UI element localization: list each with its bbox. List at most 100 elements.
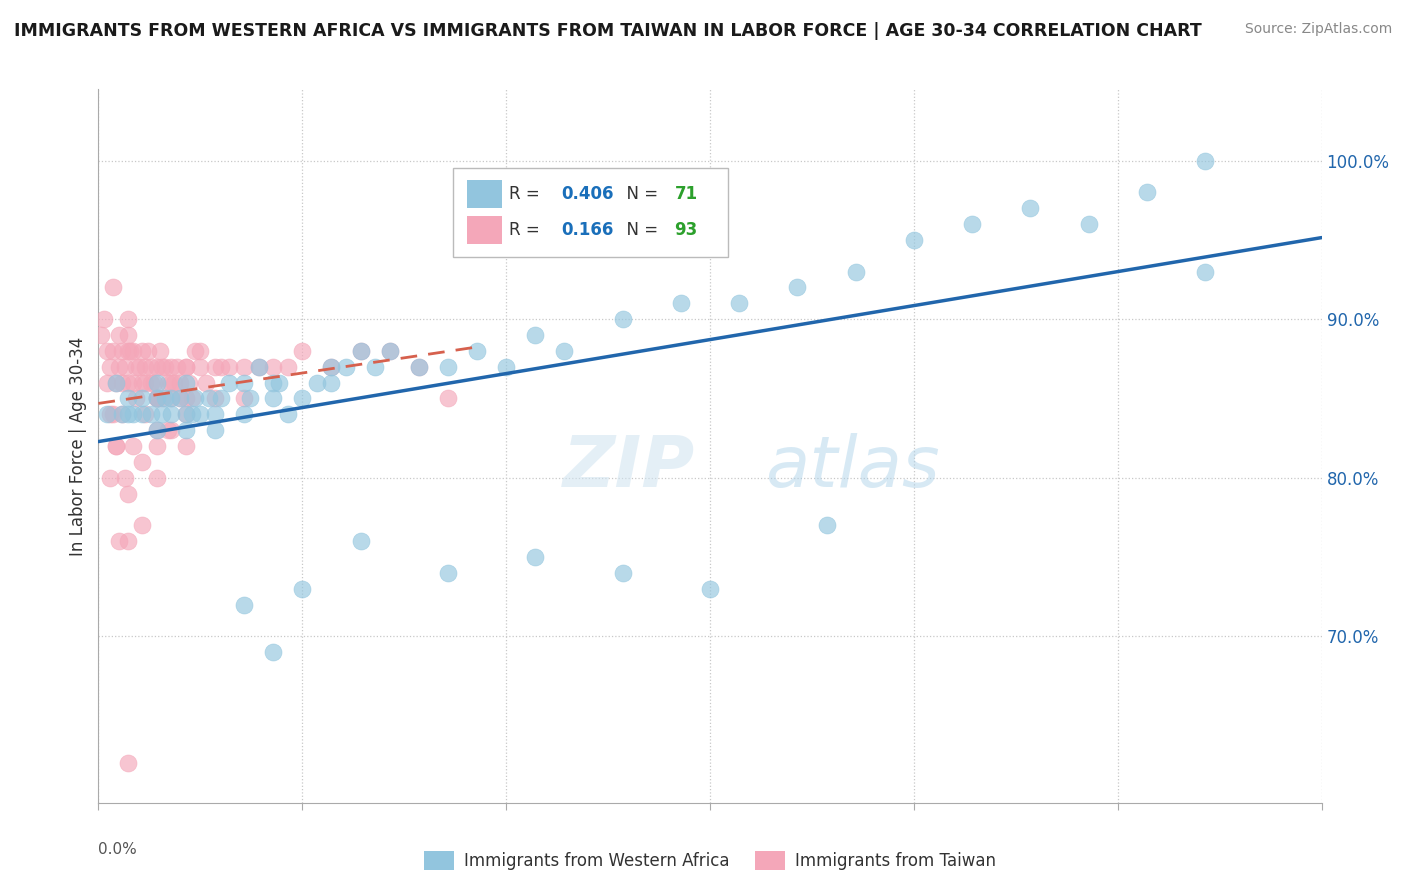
Text: Source: ZipAtlas.com: Source: ZipAtlas.com (1244, 22, 1392, 37)
Point (174, 392, 197, 406)
FancyBboxPatch shape (467, 216, 502, 244)
Point (1136, 186, 1159, 200)
Point (335, 359, 357, 374)
Point (145, 392, 167, 406)
Point (93, 312, 115, 326)
Point (155, 392, 177, 406)
Point (669, 296, 692, 310)
Text: 0.166: 0.166 (561, 221, 613, 239)
Point (134, 376, 156, 390)
Point (111, 343, 134, 358)
Point (1194, 153, 1216, 168)
Point (136, 343, 159, 358)
Point (1194, 264, 1216, 278)
Point (117, 534, 139, 549)
Text: atlas: atlas (765, 433, 939, 502)
Point (160, 359, 183, 374)
Point (157, 423, 180, 437)
Point (131, 455, 153, 469)
Point (160, 423, 183, 437)
Point (145, 376, 167, 390)
Point (111, 407, 134, 421)
Point (174, 439, 197, 453)
Point (120, 343, 142, 358)
Point (204, 423, 226, 437)
Point (98, 407, 121, 421)
Point (1019, 201, 1042, 215)
Point (524, 328, 547, 343)
Point (262, 376, 284, 390)
Point (277, 407, 299, 421)
Point (408, 359, 430, 374)
Point (183, 392, 205, 406)
Point (117, 756, 139, 771)
Point (96, 407, 118, 421)
Text: 71: 71 (675, 186, 697, 203)
Point (465, 343, 488, 358)
Point (117, 407, 139, 421)
Point (349, 534, 371, 549)
Point (131, 376, 153, 390)
Text: R =: R = (509, 186, 546, 203)
Point (101, 407, 124, 421)
Point (152, 359, 174, 374)
Point (247, 359, 270, 374)
Point (291, 392, 314, 406)
Text: N =: N = (616, 221, 664, 239)
Point (349, 343, 371, 358)
Point (104, 439, 127, 453)
Point (209, 359, 232, 374)
Point (111, 407, 134, 421)
Point (239, 392, 262, 406)
Point (163, 376, 186, 390)
Point (174, 359, 197, 374)
Point (174, 423, 197, 437)
Point (291, 582, 314, 596)
Point (90, 328, 112, 343)
Point (169, 392, 191, 406)
Point (96, 376, 118, 390)
Point (177, 376, 200, 390)
Point (174, 359, 197, 374)
FancyBboxPatch shape (453, 168, 728, 257)
Point (188, 343, 212, 358)
Point (152, 392, 174, 406)
Point (122, 376, 145, 390)
Point (125, 359, 148, 374)
Point (122, 407, 145, 421)
Point (98, 471, 121, 485)
Point (125, 392, 148, 406)
Point (131, 343, 153, 358)
Point (188, 359, 212, 374)
Point (131, 392, 153, 406)
Point (198, 392, 221, 406)
Point (104, 376, 127, 390)
Point (145, 471, 167, 485)
Point (233, 392, 256, 406)
Point (524, 549, 547, 564)
Point (180, 392, 202, 406)
Legend: Immigrants from Western Africa, Immigrants from Taiwan: Immigrants from Western Africa, Immigran… (418, 844, 1002, 877)
Text: ZIP: ZIP (564, 433, 696, 502)
Point (160, 392, 183, 406)
Point (131, 518, 153, 533)
Point (204, 407, 226, 421)
Point (128, 359, 150, 374)
Point (233, 376, 256, 390)
Point (108, 328, 131, 343)
Point (195, 376, 218, 390)
Point (218, 376, 240, 390)
Point (321, 359, 343, 374)
Point (408, 359, 430, 374)
Point (145, 359, 167, 374)
Point (169, 392, 191, 406)
Point (117, 376, 139, 390)
Point (180, 407, 202, 421)
Point (188, 407, 212, 421)
Text: R =: R = (509, 221, 546, 239)
Point (117, 392, 139, 406)
Point (139, 359, 162, 374)
Text: 0.406: 0.406 (561, 186, 613, 203)
Point (612, 566, 634, 580)
Point (114, 359, 136, 374)
